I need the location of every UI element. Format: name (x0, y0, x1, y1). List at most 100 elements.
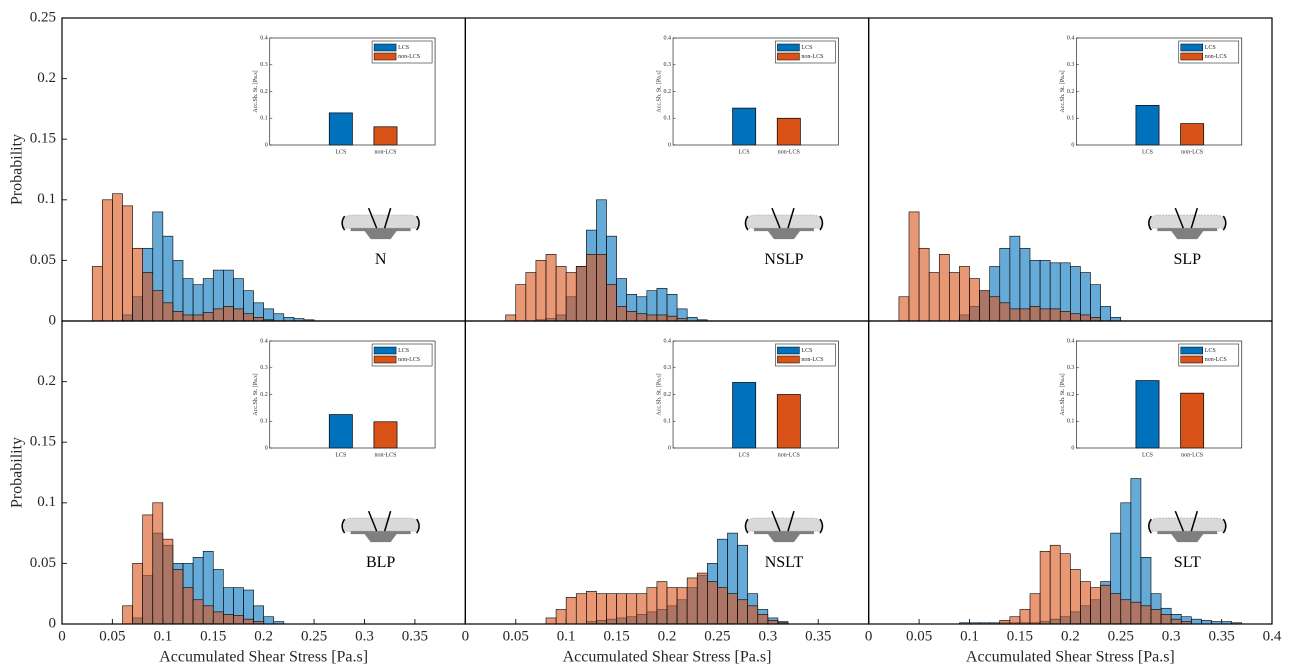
histogram-bar (142, 514, 154, 625)
histogram-bar (1029, 593, 1041, 625)
histogram-bar (1170, 618, 1182, 625)
y-tick-label: 0 (49, 312, 57, 328)
inset-legend-swatch (373, 346, 397, 355)
inset-bar (1180, 392, 1205, 449)
x-tick-label: 0.35 (805, 628, 831, 644)
panel: SLP LCS non-LCS 0 0.1 0.2 0.3 0.4 Acc.Sh. St. [P… (868, 17, 1273, 322)
inset-y-axis-label: Acc.Sh. St. [Pa.s] (1060, 70, 1066, 112)
x-tick-label: 0.2 (1061, 628, 1080, 644)
histogram-bar (243, 618, 254, 625)
x-tick-label: 0.1 (153, 628, 172, 644)
inset-x-tick-label: non-LCS (778, 149, 800, 155)
panel-label: N (375, 251, 387, 268)
x-tick-label: 0.2 (254, 628, 273, 644)
icon-vessel (350, 228, 411, 240)
icon-right-bracket (1222, 518, 1227, 534)
icon-left-bracket (341, 215, 346, 231)
y-tick-label: 0.1 (37, 494, 56, 510)
inset-x-tick-label: non-LCS (374, 452, 396, 458)
panel-label: NSLT (765, 554, 804, 571)
histogram-bar (1019, 308, 1031, 322)
icon-vessel (1157, 531, 1218, 543)
inset-y-tick-label: 0.4 (260, 338, 268, 344)
y-tick-label: 0.1 (37, 191, 56, 207)
histogram-bar (555, 266, 567, 322)
x-tick-label: 0.2 (658, 628, 677, 644)
icon-vessel (1157, 228, 1218, 240)
histogram-bar (737, 599, 748, 625)
histogram-bar (908, 211, 920, 322)
histogram-bar (918, 247, 930, 322)
inset-x-tick-label: non-LCS (1181, 149, 1203, 155)
icon-leaflet (787, 510, 795, 532)
histogram-bar (596, 254, 607, 322)
icon-dome (745, 517, 823, 532)
inset-y-tick-label: 0.4 (664, 35, 672, 41)
x-tick-label: 0.35 (402, 628, 428, 644)
icon-leaflet (1174, 510, 1184, 532)
histogram-bar (515, 284, 527, 322)
inset-y-axis-label: Acc.Sh. St. [Pa.s] (1060, 373, 1066, 415)
inset-legend-swatch (777, 43, 800, 52)
histogram-bar (172, 569, 184, 625)
histogram-bar (1160, 614, 1172, 625)
histogram-bar (223, 614, 234, 625)
histogram-bar (575, 266, 587, 322)
inset-frame (269, 37, 436, 146)
histogram-bar (596, 593, 607, 625)
histogram-bar (1140, 605, 1152, 625)
histogram-bar (212, 308, 224, 322)
histogram-bar (233, 615, 244, 625)
x-tick-label: 0.3 (758, 628, 777, 644)
x-tick-label: 0.35 (1208, 628, 1234, 644)
inset-bar (776, 117, 801, 146)
histogram-bar (263, 616, 275, 625)
inset-bar (328, 112, 353, 146)
inset-y-tick-label: 0.1 (1067, 116, 1075, 122)
histogram-bar (999, 302, 1011, 322)
histogram-bar (1110, 593, 1122, 625)
inset-y-tick-label: 0 (668, 142, 671, 148)
icon-leaflet (787, 207, 795, 229)
histogram-bar (212, 611, 224, 625)
icon-leaflet (771, 207, 781, 229)
panel: 0 0.05 0.1 0.15 0.2 0 0.05 0.1 0.15 0.2 0.25 0.3 0.3… (9, 320, 466, 666)
inset-legend-label: non-LCS (801, 54, 823, 60)
inset-y-tick-label: 0.2 (664, 392, 672, 398)
histogram-bar (1120, 599, 1132, 625)
y-tick-label: 0.15 (30, 131, 56, 147)
y-axis-label: Probability (9, 437, 26, 508)
y-tick-label: 0.05 (30, 252, 56, 268)
histogram-bar (757, 614, 769, 625)
histogram-bar (1049, 544, 1061, 625)
inset-legend-label: non-LCS (398, 54, 420, 60)
histogram-bar (525, 272, 537, 322)
icon-dome (342, 214, 420, 229)
histogram-bar (505, 314, 517, 322)
histogram-bar (1100, 306, 1111, 322)
histogram-bar (727, 593, 738, 625)
inset-x-tick-label: LCS (335, 149, 346, 155)
panel-label: NSLP (764, 251, 803, 268)
inset-x-tick-label: LCS (739, 149, 750, 155)
histogram-bar (112, 193, 123, 322)
icon-left-bracket (744, 215, 749, 231)
histogram-bar (1191, 618, 1202, 625)
y-tick-label: 0.2 (37, 70, 56, 86)
histogram-bar (575, 593, 587, 625)
inset-legend-swatch (1180, 43, 1203, 52)
histogram-bar (545, 617, 557, 625)
histogram-bar (969, 278, 980, 322)
histogram-bar (152, 290, 164, 322)
histogram-bar (1130, 601, 1142, 625)
histogram-bar (1090, 284, 1101, 322)
histogram-bar (656, 314, 668, 322)
inset-y-tick-label: 0.3 (260, 62, 268, 68)
inset-legend-swatch (373, 52, 397, 61)
icon-right-bracket (416, 518, 420, 534)
histogram-bar (606, 284, 617, 322)
inset-y-tick-label: 0.1 (260, 116, 268, 122)
histogram-bar (1080, 314, 1091, 322)
histogram-bar (656, 581, 668, 625)
histogram-bar (182, 587, 194, 625)
